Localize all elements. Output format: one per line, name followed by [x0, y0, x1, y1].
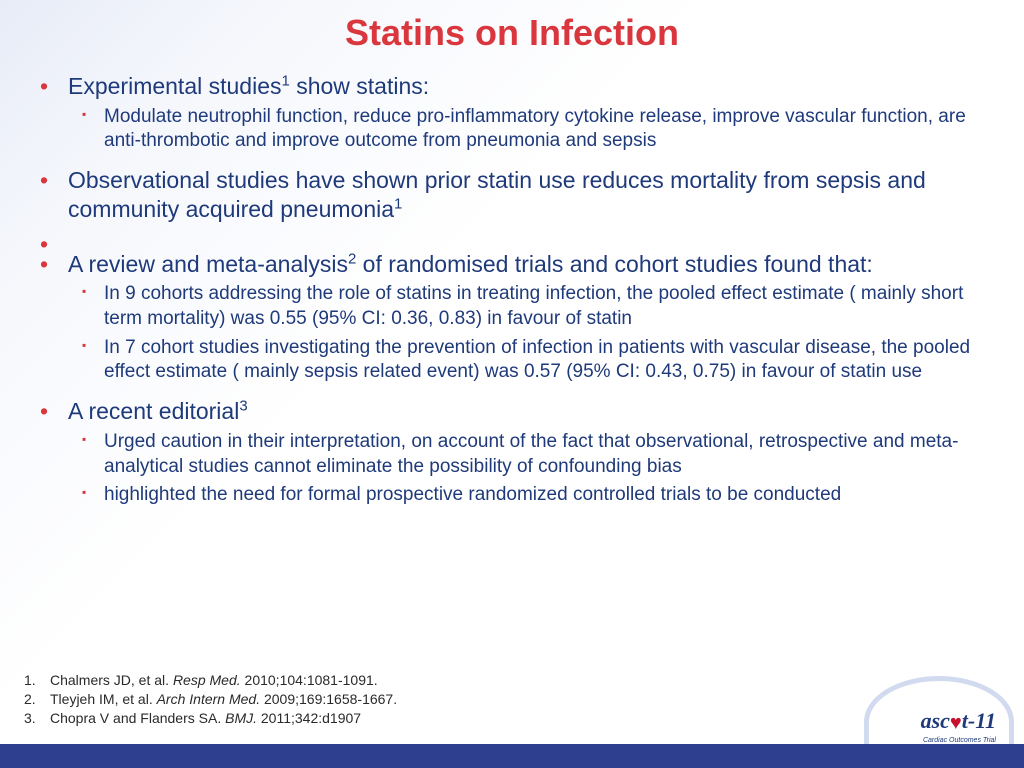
- references: Chalmers JD, et al. Resp Med. 2010;104:1…: [24, 671, 397, 728]
- heart-icon: ♥: [950, 712, 962, 734]
- sub-bullet-list: Modulate neutrophil function, reduce pro…: [68, 105, 994, 154]
- bullet-item: Experimental studies1 show statins: Modul…: [30, 72, 994, 154]
- bullet-text: show statins:: [290, 73, 429, 99]
- bullet-text: A recent editorial: [68, 398, 239, 424]
- bullet-item: Observational studies have shown prior s…: [30, 166, 994, 224]
- bullet-text: Experimental studies: [68, 73, 282, 99]
- sub-bullet-item: In 7 cohort studies investigating the pr…: [68, 336, 994, 385]
- bullet-text: A review and meta-analysis: [68, 251, 348, 277]
- slide: Statins on Infection Experimental studie…: [0, 0, 1024, 768]
- bullet-list: Experimental studies1 show statins:Modul…: [30, 72, 994, 508]
- sub-bullet-list: In 9 cohorts addressing the role of stat…: [68, 282, 994, 385]
- reference-item: Chopra V and Flanders SA. BMJ. 2011;342:…: [24, 709, 397, 728]
- superscript-ref: 1: [282, 72, 290, 89]
- footer-bar: [0, 744, 1024, 768]
- reference-item: Chalmers JD, et al. Resp Med. 2010;104:1…: [24, 671, 397, 690]
- sub-bullet-item: Modulate neutrophil function, reduce pro…: [68, 105, 994, 154]
- sub-bullet-item: highlighted the need for formal prospect…: [68, 483, 994, 508]
- sub-bullet-item: In 9 cohorts addressing the role of stat…: [68, 282, 994, 331]
- bullet-text: Observational studies have shown prior s…: [68, 167, 926, 222]
- sub-bullet-list: Urged caution in their interpretation, o…: [68, 430, 994, 508]
- ascot-logo: asc♥t-11 Cardiac Outcomes Trial: [872, 690, 1002, 740]
- slide-content: Experimental studies1 show statins:Modul…: [20, 72, 1004, 508]
- superscript-ref: 1: [394, 195, 402, 212]
- logo-tagline: Cardiac Outcomes Trial: [923, 737, 996, 744]
- sub-bullet-item: Urged caution in their interpretation, o…: [68, 430, 994, 479]
- logo-text-pre: asc: [921, 708, 950, 733]
- logo-text-post: t-11: [962, 708, 996, 733]
- bullet-item: A recent editorial3 Urged caution in thei…: [30, 397, 994, 508]
- reference-item: Tleyjeh IM, et al. Arch Intern Med. 2009…: [24, 690, 397, 709]
- bullet-item: [30, 230, 994, 248]
- slide-title: Statins on Infection: [20, 12, 1004, 54]
- bullet-text: of randomised trials and cohort studies …: [356, 251, 873, 277]
- bullet-item: A review and meta-analysis2 of randomise…: [30, 250, 994, 386]
- superscript-ref: 3: [239, 397, 247, 414]
